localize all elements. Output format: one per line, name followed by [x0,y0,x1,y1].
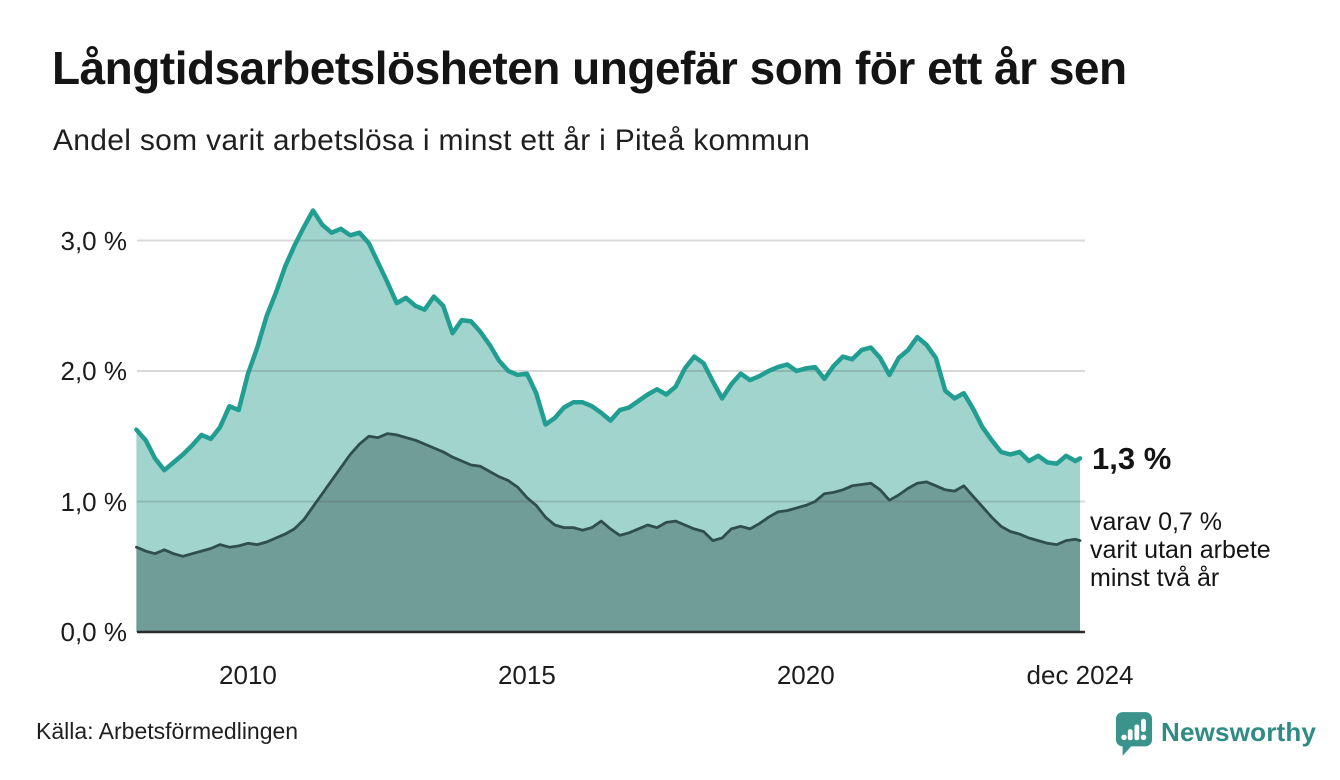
area-two-year [136,433,1080,632]
y-tick-label: 2,0 % [60,356,128,386]
y-tick-label: 3,0 % [60,225,128,256]
annotation-text: varav 0,7 % varit utan arbete minst två … [1090,508,1271,592]
x-tick-label: 2010 [219,660,277,690]
newsworthy-logo: Newsworthy [1115,711,1316,757]
newsworthy-wordmark: Newsworthy [1161,717,1317,747]
y-tick-label: 1,0 % [60,486,128,517]
line-two-year [135,432,1082,558]
x-tick-label: 2020 [776,660,835,690]
y-tick-label: 0,0 % [60,617,128,647]
latest-value-label: 1,3 % [1092,441,1172,476]
annotation-line: varit utan arbete [1090,536,1271,564]
x-tick-label: dec 2024 [1026,660,1134,690]
x-tick-label: 2015 [497,660,556,690]
page-title: Långtidsarbetslösheten ungefär som för e… [52,42,1127,94]
annotation-line: varav 0,7 % [1090,508,1223,536]
annotation-line: minst två år [1090,564,1220,592]
source-note: Källa: Arbetsförmedlingen [36,718,299,744]
line-total-one-year [134,208,1083,473]
page-subtitle: Andel som varit arbetslösa i minst ett å… [53,124,811,157]
newsworthy-bubble-chart-icon [1115,712,1153,756]
